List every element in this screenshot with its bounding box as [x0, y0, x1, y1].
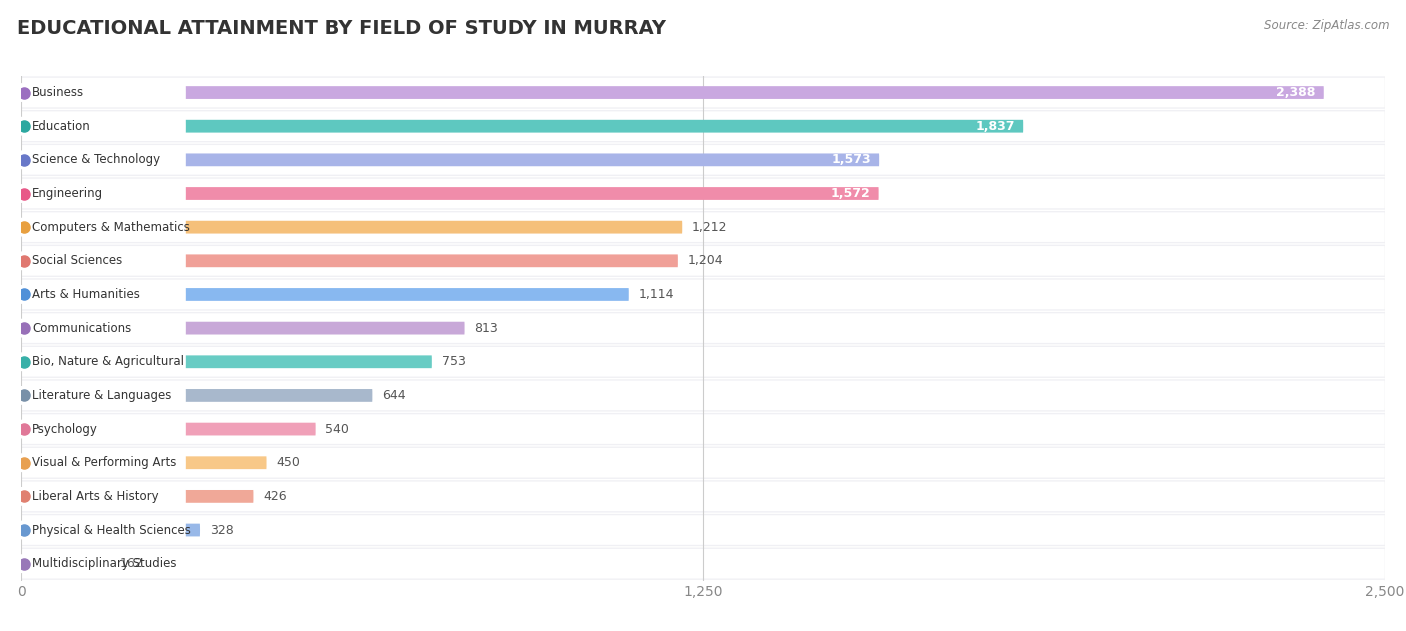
FancyBboxPatch shape	[21, 211, 1385, 244]
FancyBboxPatch shape	[21, 187, 879, 200]
FancyBboxPatch shape	[21, 355, 432, 368]
FancyBboxPatch shape	[21, 456, 267, 469]
FancyBboxPatch shape	[21, 278, 1385, 310]
FancyBboxPatch shape	[21, 254, 678, 267]
Text: Education: Education	[32, 120, 91, 133]
Text: 644: 644	[382, 389, 406, 402]
FancyBboxPatch shape	[21, 288, 628, 301]
Text: 1,114: 1,114	[638, 288, 673, 301]
FancyBboxPatch shape	[21, 213, 1385, 242]
FancyBboxPatch shape	[17, 83, 186, 102]
FancyBboxPatch shape	[21, 557, 110, 570]
Text: Source: ZipAtlas.com: Source: ZipAtlas.com	[1264, 19, 1389, 32]
FancyBboxPatch shape	[17, 386, 186, 405]
FancyBboxPatch shape	[17, 117, 186, 136]
FancyBboxPatch shape	[21, 144, 1385, 176]
Text: Multidisciplinary Studies: Multidisciplinary Studies	[32, 557, 177, 570]
FancyBboxPatch shape	[21, 389, 373, 402]
FancyBboxPatch shape	[21, 112, 1385, 141]
FancyBboxPatch shape	[21, 78, 1385, 107]
Text: Communications: Communications	[32, 322, 131, 334]
FancyBboxPatch shape	[21, 514, 1385, 546]
FancyBboxPatch shape	[21, 120, 1024, 133]
FancyBboxPatch shape	[17, 554, 186, 573]
FancyBboxPatch shape	[21, 280, 1385, 309]
Text: 426: 426	[263, 490, 287, 503]
Text: 2,388: 2,388	[1277, 86, 1316, 99]
Text: Computers & Mathematics: Computers & Mathematics	[32, 221, 190, 233]
Text: Liberal Arts & History: Liberal Arts & History	[32, 490, 159, 503]
FancyBboxPatch shape	[21, 177, 1385, 209]
FancyBboxPatch shape	[21, 423, 316, 435]
FancyBboxPatch shape	[21, 322, 464, 334]
FancyBboxPatch shape	[17, 218, 186, 237]
FancyBboxPatch shape	[21, 524, 200, 536]
Text: 813: 813	[474, 322, 498, 334]
FancyBboxPatch shape	[21, 347, 1385, 377]
Text: Social Sciences: Social Sciences	[32, 254, 122, 268]
Text: EDUCATIONAL ATTAINMENT BY FIELD OF STUDY IN MURRAY: EDUCATIONAL ATTAINMENT BY FIELD OF STUDY…	[17, 19, 666, 38]
Text: 540: 540	[326, 423, 349, 435]
FancyBboxPatch shape	[21, 153, 879, 166]
Text: Engineering: Engineering	[32, 187, 103, 200]
FancyBboxPatch shape	[21, 145, 1385, 175]
FancyBboxPatch shape	[21, 379, 1385, 411]
FancyBboxPatch shape	[21, 413, 1385, 445]
FancyBboxPatch shape	[21, 516, 1385, 545]
FancyBboxPatch shape	[21, 448, 1385, 478]
Text: 1,204: 1,204	[688, 254, 723, 268]
FancyBboxPatch shape	[21, 490, 253, 503]
FancyBboxPatch shape	[17, 319, 186, 338]
Text: Literature & Languages: Literature & Languages	[32, 389, 172, 402]
FancyBboxPatch shape	[21, 86, 1324, 99]
FancyBboxPatch shape	[21, 548, 1385, 580]
FancyBboxPatch shape	[21, 246, 1385, 276]
FancyBboxPatch shape	[17, 285, 186, 304]
FancyBboxPatch shape	[21, 179, 1385, 208]
Text: 1,837: 1,837	[976, 120, 1015, 133]
FancyBboxPatch shape	[17, 521, 186, 540]
Text: Science & Technology: Science & Technology	[32, 153, 160, 167]
FancyBboxPatch shape	[21, 415, 1385, 444]
FancyBboxPatch shape	[17, 184, 186, 203]
FancyBboxPatch shape	[17, 251, 186, 270]
FancyBboxPatch shape	[21, 549, 1385, 579]
FancyBboxPatch shape	[21, 221, 682, 233]
Text: Bio, Nature & Agricultural: Bio, Nature & Agricultural	[32, 355, 184, 369]
Text: 162: 162	[120, 557, 143, 570]
Text: 1,212: 1,212	[692, 221, 727, 233]
FancyBboxPatch shape	[21, 380, 1385, 410]
FancyBboxPatch shape	[17, 420, 186, 439]
Text: 1,573: 1,573	[831, 153, 872, 167]
Text: 1,572: 1,572	[831, 187, 870, 200]
Text: Physical & Health Sciences: Physical & Health Sciences	[32, 524, 191, 536]
FancyBboxPatch shape	[21, 480, 1385, 512]
FancyBboxPatch shape	[21, 481, 1385, 511]
Text: Visual & Performing Arts: Visual & Performing Arts	[32, 456, 176, 469]
FancyBboxPatch shape	[21, 76, 1385, 109]
FancyBboxPatch shape	[17, 453, 186, 472]
Text: 450: 450	[277, 456, 301, 469]
FancyBboxPatch shape	[17, 352, 186, 371]
FancyBboxPatch shape	[21, 346, 1385, 378]
FancyBboxPatch shape	[21, 447, 1385, 479]
Text: Psychology: Psychology	[32, 423, 98, 435]
FancyBboxPatch shape	[17, 487, 186, 506]
FancyBboxPatch shape	[21, 110, 1385, 143]
FancyBboxPatch shape	[21, 312, 1385, 345]
FancyBboxPatch shape	[21, 245, 1385, 277]
FancyBboxPatch shape	[21, 314, 1385, 343]
Text: Business: Business	[32, 86, 84, 99]
Text: Arts & Humanities: Arts & Humanities	[32, 288, 139, 301]
Text: 753: 753	[441, 355, 465, 369]
Text: 328: 328	[209, 524, 233, 536]
FancyBboxPatch shape	[17, 150, 186, 169]
